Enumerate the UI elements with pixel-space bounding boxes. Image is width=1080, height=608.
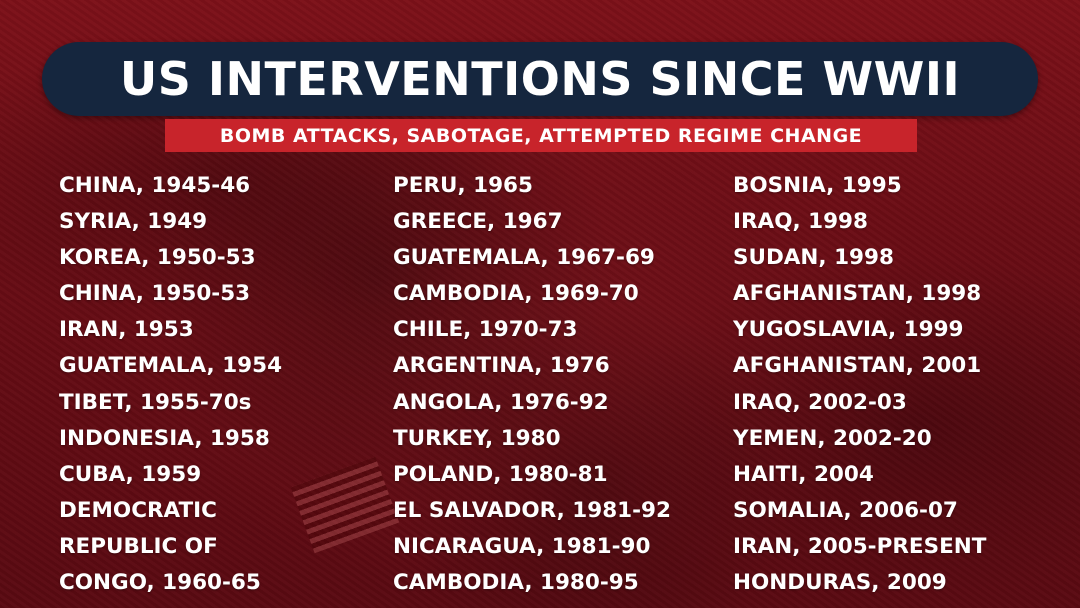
- page-subtitle: BOMB ATTACKS, SABOTAGE, ATTEMPTED REGIME…: [219, 124, 863, 147]
- list-item: IRAQ, 2002-03: [733, 389, 907, 415]
- list-item: GUATEMALA, 1954: [59, 353, 283, 379]
- intervention-list-column-1: CHINA, 1945-46 SYRIA, 1949 KOREA, 1950-5…: [59, 168, 282, 601]
- list-item: INDONESIA, 1958: [59, 425, 270, 451]
- list-item: CHINA, 1950-53: [59, 281, 251, 307]
- intervention-list-column-3: BOSNIA, 1995 IRAQ, 1998 SUDAN, 1998 AFGH…: [733, 168, 986, 601]
- list-item: EL SALVADOR, 1981-92: [393, 497, 671, 523]
- list-item: GREECE, 1967: [393, 209, 563, 235]
- list-item: CHINA, 1945-46: [59, 173, 251, 198]
- intervention-list-column-2: PERU, 1965 GREECE, 1967 GUATEMALA, 1967-…: [393, 168, 671, 601]
- list-item: AFGHANISTAN, 2001: [733, 353, 982, 379]
- list-item: CAMBODIA, 1980-95: [393, 570, 639, 596]
- list-item: CONGO, 1960-65: [59, 570, 261, 596]
- list-item: IRAQ, 1998: [733, 209, 868, 235]
- subtitle-banner: BOMB ATTACKS, SABOTAGE, ATTEMPTED REGIME…: [165, 119, 917, 152]
- list-item: YUGOSLAVIA, 1999: [733, 317, 964, 343]
- list-item: TURKEY, 1980: [393, 425, 561, 451]
- list-item: SOMALIA, 2006-07: [733, 497, 958, 523]
- list-item: IRAN, 1953: [59, 317, 194, 343]
- list-item: CUBA, 1959: [59, 461, 202, 487]
- title-banner: US INTERVENTIONS SINCE WWII: [42, 42, 1038, 116]
- list-item: POLAND, 1980-81: [393, 461, 608, 487]
- list-item: CAMBODIA, 1969-70: [393, 281, 639, 307]
- list-item: AFGHANISTAN, 1998: [733, 281, 982, 307]
- list-item: CHILE, 1970-73: [393, 317, 578, 343]
- list-item: GUATEMALA, 1967-69: [393, 245, 655, 271]
- list-item: HAITI, 2004: [733, 461, 874, 487]
- list-item: ANGOLA, 1976-92: [393, 389, 609, 415]
- page-title: US INTERVENTIONS SINCE WWII: [119, 52, 961, 106]
- list-item: YEMEN, 2002-20: [733, 425, 932, 451]
- list-item: NICARAGUA, 1981-90: [393, 533, 651, 559]
- list-item: REPUBLIC OF: [59, 533, 218, 559]
- list-item: SYRIA, 1949: [59, 209, 208, 235]
- list-item: TIBET, 1955-70s: [59, 389, 252, 415]
- list-item: KOREA, 1950-53: [59, 245, 256, 271]
- list-item: HONDURAS, 2009: [733, 570, 947, 596]
- list-item: PERU, 1965: [393, 173, 533, 198]
- list-item: IRAN, 2005-PRESENT: [733, 533, 987, 559]
- list-item: DEMOCRATIC: [59, 497, 217, 523]
- list-item: ARGENTINA, 1976: [393, 353, 610, 379]
- list-item: SUDAN, 1998: [733, 245, 894, 271]
- list-item: BOSNIA, 1995: [733, 173, 902, 198]
